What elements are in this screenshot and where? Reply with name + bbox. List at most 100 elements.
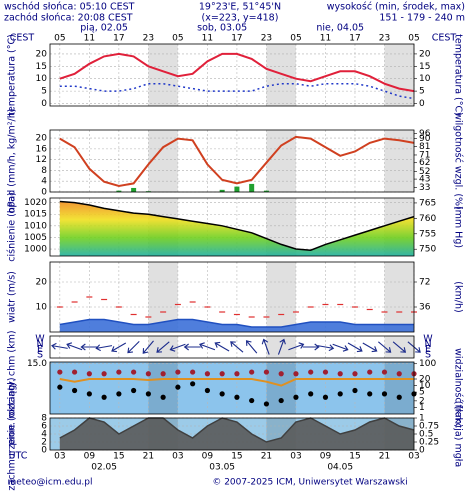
utc-tick-label: 09 (202, 452, 214, 462)
dot (293, 371, 299, 377)
day-label: nie, 04.05 (316, 23, 364, 34)
dot (396, 394, 402, 400)
bar (263, 190, 269, 192)
y2-tick-label: 71 (419, 150, 430, 160)
dot (337, 371, 343, 377)
utc-tick-label: 15 (349, 452, 360, 462)
utc-tick-label: 15 (113, 452, 124, 462)
dot (190, 381, 196, 387)
y2-axis-label: temperatura (°C) (453, 34, 464, 116)
dot (293, 394, 299, 400)
elevation: 151 - 179 - 240 m (379, 13, 465, 24)
y2-tick-label: 0 (419, 99, 425, 109)
y-axis-label: ciśnienie (hPa) (7, 192, 18, 261)
compass-label: W (35, 334, 45, 345)
sunset: zachód słońca: 20:08 CEST (4, 13, 133, 24)
compass-label: W (423, 334, 433, 345)
dot (219, 371, 225, 377)
night-band (266, 44, 296, 106)
dot (175, 369, 181, 375)
date-label: 03.05 (209, 463, 235, 473)
y2-axis-label: wilgotność wzgl. (%) (453, 112, 464, 210)
dot (204, 371, 211, 377)
y-axis-label: pion. rozciągł. chm (km) (7, 330, 18, 445)
wind-arrow (80, 343, 98, 351)
y-tick-label: 1000 (24, 245, 47, 255)
cest-tick-label: 05 (408, 34, 419, 44)
y2-tick-label: 43 (419, 175, 430, 185)
date-label: 02.05 (91, 463, 117, 473)
wind-arrow (245, 340, 258, 354)
dot (145, 371, 151, 377)
dot (249, 397, 255, 404)
panel-frame (49, 197, 415, 257)
series-line (59, 378, 414, 387)
cest-tick-label: 05 (290, 34, 301, 44)
compass-label: N (424, 339, 431, 350)
y-tick-label: 20 (36, 49, 48, 59)
wind-arrow (66, 342, 83, 351)
dot (204, 387, 211, 394)
y2-tick-label: 15 (419, 62, 430, 72)
dot (131, 387, 137, 394)
bar (219, 189, 225, 192)
series-line (59, 135, 415, 188)
y-tick-label: 12 (36, 155, 47, 165)
utc-label: UTC (9, 451, 28, 462)
utc-tick-label: 09 (320, 452, 332, 462)
y2-tick-label: 20 (419, 49, 431, 59)
cest-tick-label: 11 (84, 34, 95, 44)
y-tick-label: 1005 (24, 233, 47, 243)
y2-tick-label: 5 (419, 388, 425, 398)
dot (116, 369, 122, 375)
panel-frame (49, 335, 415, 359)
wind-arrow (230, 341, 244, 353)
y-tick-label: 0 (41, 446, 47, 456)
y2-tick-label: 33 (419, 183, 430, 193)
y2-tick-label: 760 (419, 214, 436, 224)
y-tick-label: 10 (36, 303, 48, 313)
cest-label: CEST (432, 33, 457, 44)
dot (57, 384, 63, 390)
y-tick-label: 6 (41, 422, 47, 432)
wind-arrow (214, 341, 230, 352)
y-tick-label: 8 (41, 414, 47, 424)
y2-tick-label: 20 (419, 375, 431, 385)
wind-arrow (169, 343, 186, 352)
wind-arrow (277, 338, 286, 355)
wind-arrow (302, 343, 320, 351)
dot (263, 369, 270, 375)
y2-tick-label: 96 (419, 129, 431, 139)
dot (381, 369, 388, 375)
y-tick-label: 15.0 (27, 359, 47, 369)
dot (131, 369, 137, 375)
compass-label: E (425, 344, 431, 355)
dot (219, 391, 225, 397)
compass-label: S (425, 350, 431, 361)
wind-arrow (95, 344, 113, 352)
bar (249, 183, 255, 192)
cest-tick-label: 17 (113, 34, 124, 44)
panel-frame (49, 361, 415, 415)
y-tick-label: 15 (36, 62, 47, 72)
date-label: 04.05 (327, 463, 353, 473)
wind-arrow (156, 341, 170, 353)
y2-tick-label: 5 (419, 87, 425, 97)
y2-tick-label: 0.5 (419, 430, 433, 440)
wind-arrow (261, 338, 270, 355)
cest-tick-label: 11 (202, 34, 213, 44)
dot (160, 394, 166, 400)
day-label: sob, 03.05 (197, 23, 247, 34)
panel-background (50, 362, 414, 414)
dot (234, 394, 240, 400)
y2-tick-label: 0.75 (419, 422, 439, 432)
utc-tick-label: 03 (54, 452, 65, 462)
utc-tick-label: 03 (172, 452, 183, 462)
cest-tick-label: 23 (379, 34, 390, 44)
utc-tick-label: 21 (143, 452, 154, 462)
cest-tick-label: 05 (172, 34, 183, 44)
y-tick-label: 1010 (24, 221, 47, 231)
dot (71, 369, 78, 375)
y2-axis-label: (km/h) (453, 281, 464, 312)
panel-frame (49, 129, 415, 193)
